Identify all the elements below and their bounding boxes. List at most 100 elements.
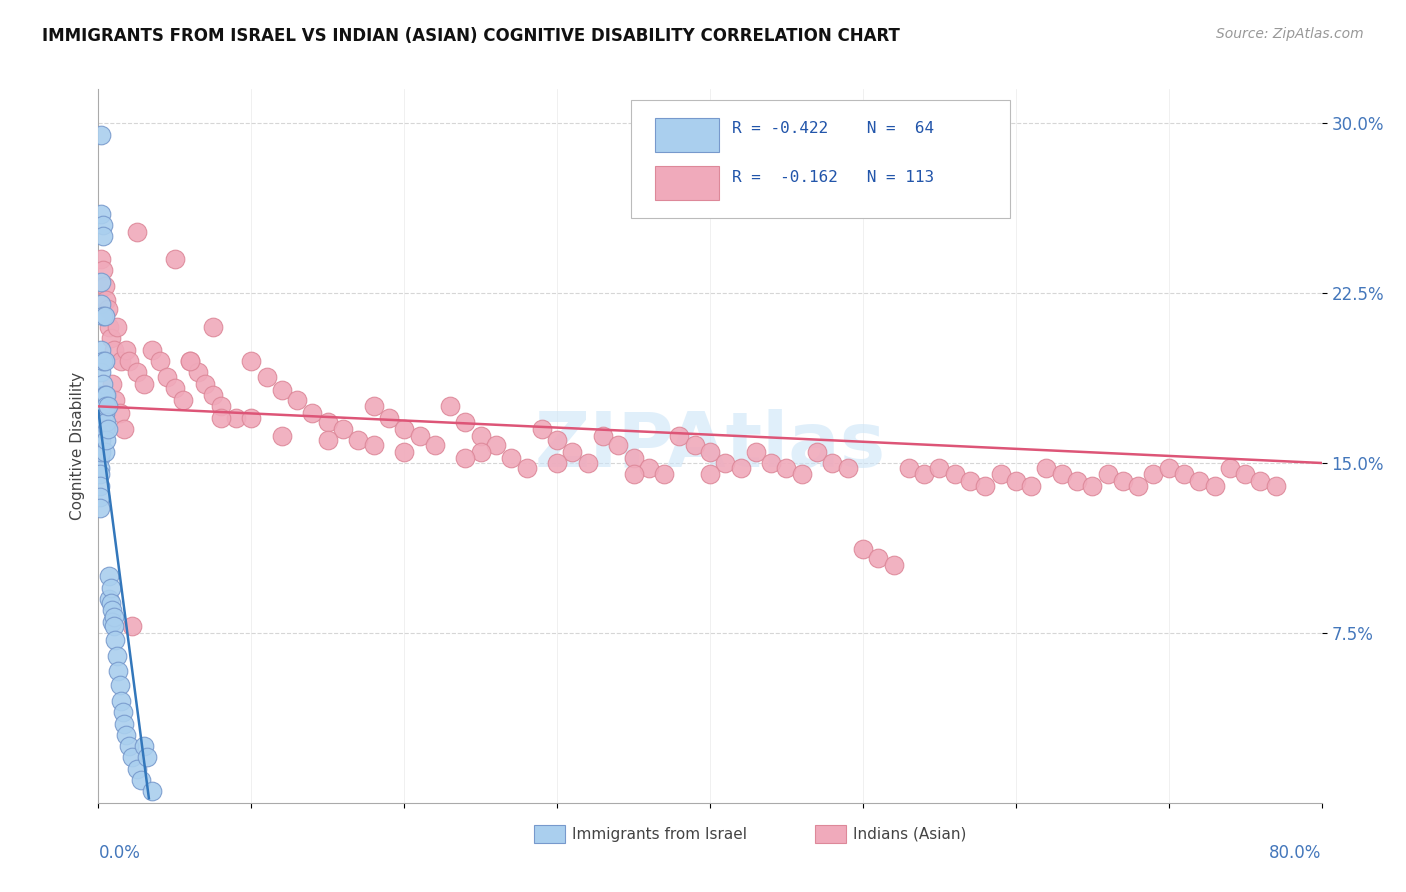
Point: [316, 434, 339, 448]
Point: [637, 460, 661, 475]
Point: [301, 406, 323, 420]
Y-axis label: Cognitive Disability: Cognitive Disability: [69, 372, 84, 520]
Point: [1204, 478, 1226, 492]
Point: [93, 422, 115, 436]
Point: [576, 456, 599, 470]
Point: [89, 490, 111, 504]
Point: [149, 354, 172, 368]
Point: [759, 456, 782, 470]
Point: [240, 410, 263, 425]
Point: [1188, 474, 1211, 488]
Point: [316, 415, 339, 429]
Point: [1142, 467, 1164, 482]
Point: [110, 354, 132, 368]
Text: Indians (Asian): Indians (Asian): [853, 827, 967, 841]
Point: [125, 225, 148, 239]
Point: [990, 467, 1012, 482]
Point: [270, 429, 292, 443]
Point: [240, 354, 263, 368]
Point: [516, 460, 538, 475]
Point: [439, 400, 461, 414]
Point: [592, 429, 614, 443]
Point: [163, 252, 186, 266]
Point: [110, 694, 132, 708]
Point: [561, 444, 583, 458]
Point: [104, 632, 127, 647]
Point: [363, 438, 385, 452]
Point: [974, 478, 997, 492]
Point: [91, 400, 114, 414]
Point: [94, 293, 117, 307]
Point: [101, 603, 124, 617]
Point: [1219, 460, 1241, 475]
Point: [98, 591, 121, 606]
Point: [112, 716, 135, 731]
Point: [928, 460, 950, 475]
Point: [454, 415, 477, 429]
Point: [256, 370, 278, 384]
Point: [546, 456, 568, 470]
Point: [187, 365, 209, 379]
Text: ZIPAtlas: ZIPAtlas: [534, 409, 886, 483]
Point: [209, 400, 232, 414]
Point: [115, 343, 138, 357]
Point: [1050, 467, 1073, 482]
Point: [883, 558, 905, 572]
Point: [103, 610, 125, 624]
Point: [821, 456, 844, 470]
Point: [714, 456, 737, 470]
Point: [1234, 467, 1257, 482]
Point: [392, 422, 416, 436]
Point: [91, 354, 114, 368]
Point: [683, 438, 706, 452]
Point: [202, 320, 225, 334]
Point: [136, 750, 159, 764]
Point: [89, 429, 111, 443]
Point: [90, 128, 112, 142]
Point: [392, 444, 416, 458]
Point: [225, 410, 247, 425]
Point: [90, 422, 112, 436]
Point: [607, 438, 630, 452]
Point: [125, 762, 148, 776]
Point: [93, 279, 115, 293]
Point: [454, 451, 477, 466]
Point: [699, 444, 721, 458]
Point: [270, 384, 292, 398]
Point: [100, 331, 122, 345]
Point: [485, 438, 508, 452]
Point: [1249, 474, 1271, 488]
Point: [202, 388, 225, 402]
Point: [332, 422, 354, 436]
Point: [163, 381, 186, 395]
Point: [1157, 460, 1180, 475]
Point: [1035, 460, 1057, 475]
Point: [745, 444, 768, 458]
Point: [93, 388, 115, 402]
Point: [378, 410, 401, 425]
Point: [943, 467, 966, 482]
Point: [104, 392, 127, 407]
Point: [129, 773, 152, 788]
Point: [97, 301, 120, 316]
FancyBboxPatch shape: [655, 166, 718, 200]
Point: [1019, 478, 1042, 492]
Point: [105, 648, 128, 663]
Point: [89, 438, 111, 452]
Point: [285, 392, 308, 407]
Point: [89, 501, 111, 516]
Point: [94, 415, 117, 429]
Point: [105, 320, 128, 334]
Point: [730, 460, 752, 475]
Text: Source: ZipAtlas.com: Source: ZipAtlas.com: [1216, 27, 1364, 41]
Point: [121, 750, 143, 764]
Point: [90, 365, 112, 379]
Point: [179, 354, 201, 368]
Point: [1066, 474, 1088, 488]
Point: [790, 467, 813, 482]
Text: R = -0.422    N =  64: R = -0.422 N = 64: [733, 121, 934, 136]
Point: [91, 218, 114, 232]
Point: [108, 406, 131, 420]
Point: [959, 474, 981, 488]
Point: [121, 619, 143, 633]
